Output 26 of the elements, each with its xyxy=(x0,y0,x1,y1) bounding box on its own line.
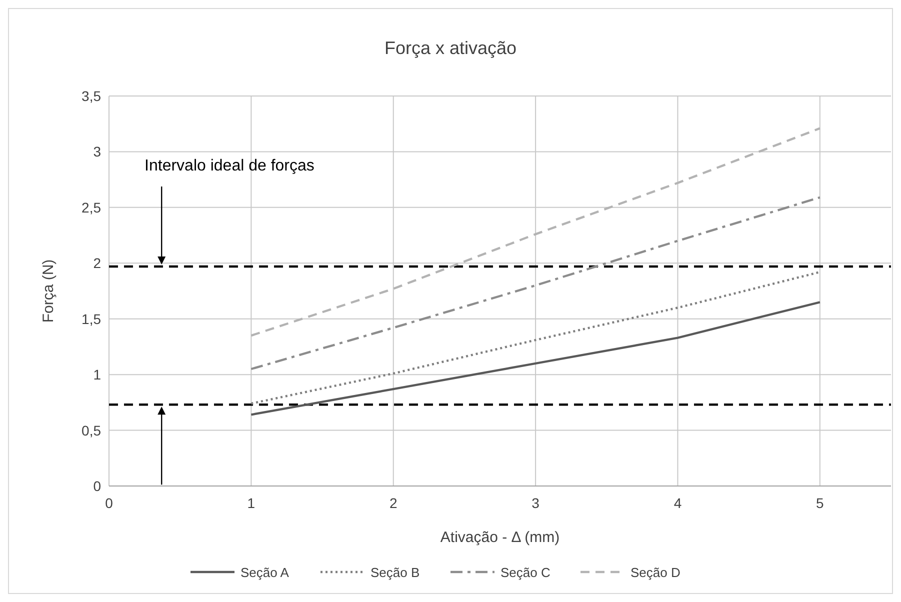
x-tick-label: 1 xyxy=(247,495,256,511)
line-series xyxy=(250,196,822,370)
y-tick-label: 0 xyxy=(93,478,102,494)
y-tick-label: 2,5 xyxy=(82,199,102,216)
y-axis-title: Força (N) xyxy=(40,259,57,323)
x-tick-label: 0 xyxy=(105,495,114,511)
y-tick-label: 1,5 xyxy=(82,310,102,327)
x-tick-label: 4 xyxy=(674,495,682,511)
y-tick-label: 0,5 xyxy=(82,422,102,438)
y-tick-label: 3,5 xyxy=(82,88,102,104)
y-tick-label: 2 xyxy=(93,255,102,272)
legend-label: Seção A xyxy=(240,565,290,580)
annotation: Intervalo ideal de forças xyxy=(144,157,314,174)
x-tick-label: 5 xyxy=(816,495,824,511)
legend-label: Seção C xyxy=(500,565,550,580)
x-tick-label: 2 xyxy=(389,495,398,511)
x-axis-title: Ativação - Δ (mm) xyxy=(440,529,560,546)
legend-label: Seção D xyxy=(630,565,680,580)
line-series xyxy=(250,127,822,337)
line-series xyxy=(250,270,822,405)
chart-title: Força x ativação xyxy=(384,38,517,58)
y-tick-label: 3 xyxy=(93,144,102,160)
x-tick-label: 3 xyxy=(532,495,540,511)
y-tick-label: 1 xyxy=(93,366,102,383)
legend-label: Seção B xyxy=(370,565,420,580)
line-series xyxy=(250,301,822,416)
